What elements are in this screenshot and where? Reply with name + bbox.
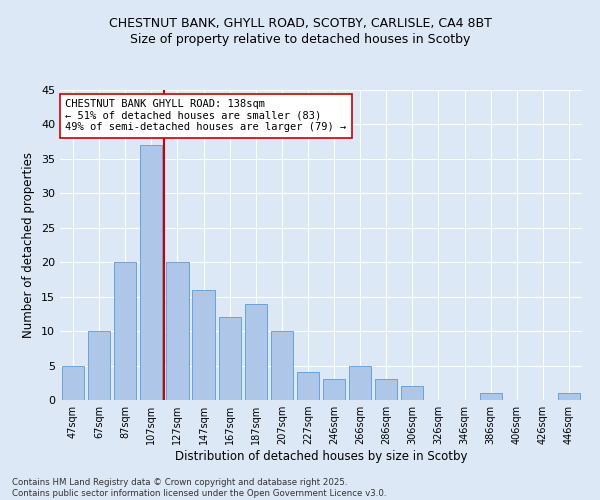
Bar	[114, 262, 136, 400]
Text: Contains HM Land Registry data © Crown copyright and database right 2025.
Contai: Contains HM Land Registry data © Crown c…	[12, 478, 386, 498]
Bar	[218, 318, 241, 400]
Text: CHESTNUT BANK GHYLL ROAD: 138sqm
← 51% of detached houses are smaller (83)
49% o: CHESTNUT BANK GHYLL ROAD: 138sqm ← 51% o…	[65, 100, 346, 132]
Bar	[479, 393, 502, 400]
Bar	[62, 366, 84, 400]
Bar	[271, 331, 293, 400]
Bar	[88, 331, 110, 400]
X-axis label: Distribution of detached houses by size in Scotby: Distribution of detached houses by size …	[175, 450, 467, 463]
Bar	[245, 304, 267, 400]
Bar	[349, 366, 371, 400]
Bar	[297, 372, 319, 400]
Bar	[401, 386, 424, 400]
Bar	[140, 145, 163, 400]
Y-axis label: Number of detached properties: Number of detached properties	[22, 152, 35, 338]
Bar	[375, 380, 397, 400]
Bar	[323, 380, 345, 400]
Bar	[558, 393, 580, 400]
Text: CHESTNUT BANK, GHYLL ROAD, SCOTBY, CARLISLE, CA4 8BT: CHESTNUT BANK, GHYLL ROAD, SCOTBY, CARLI…	[109, 18, 491, 30]
Bar	[193, 290, 215, 400]
Text: Size of property relative to detached houses in Scotby: Size of property relative to detached ho…	[130, 32, 470, 46]
Bar	[166, 262, 188, 400]
